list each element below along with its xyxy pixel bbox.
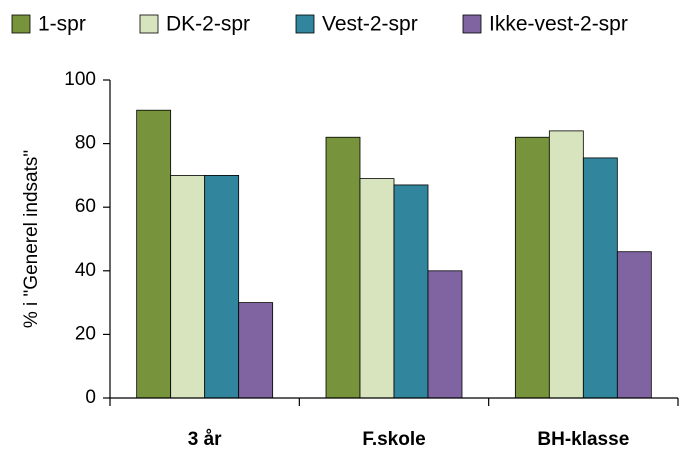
bar — [238, 302, 274, 399]
y-axis-label: % i "Generel indsats" — [21, 150, 42, 328]
y-tick-label: 60 — [75, 196, 96, 217]
legend-label: DK-2-spr — [166, 13, 250, 36]
legend-swatch — [295, 14, 315, 34]
y-tick-label: 80 — [75, 133, 96, 154]
y-tick-label: 0 — [85, 387, 96, 408]
bar — [393, 184, 429, 399]
legend-swatch — [11, 14, 31, 34]
legend-swatch — [139, 14, 159, 34]
x-tick-label: 3 år — [188, 429, 222, 450]
bar — [514, 136, 550, 399]
bar — [582, 157, 618, 399]
bar — [427, 270, 463, 399]
y-tick-label: 20 — [75, 323, 96, 344]
legend-label: 1-spr — [38, 13, 86, 36]
legend-swatch — [462, 14, 482, 34]
x-tick-label: F.skole — [362, 429, 425, 450]
bar — [170, 174, 206, 399]
y-tick-label: 40 — [75, 260, 96, 281]
bar — [359, 178, 395, 399]
x-tick-label: BH-klasse — [537, 429, 629, 450]
bar — [616, 251, 652, 399]
bar — [136, 109, 172, 399]
bar — [548, 130, 584, 399]
legend-label: Vest-2-spr — [322, 13, 418, 36]
bar — [204, 174, 240, 399]
legend-label: Ikke-vest-2-spr — [489, 13, 628, 36]
bar — [325, 136, 361, 399]
y-tick-label: 100 — [64, 69, 96, 90]
